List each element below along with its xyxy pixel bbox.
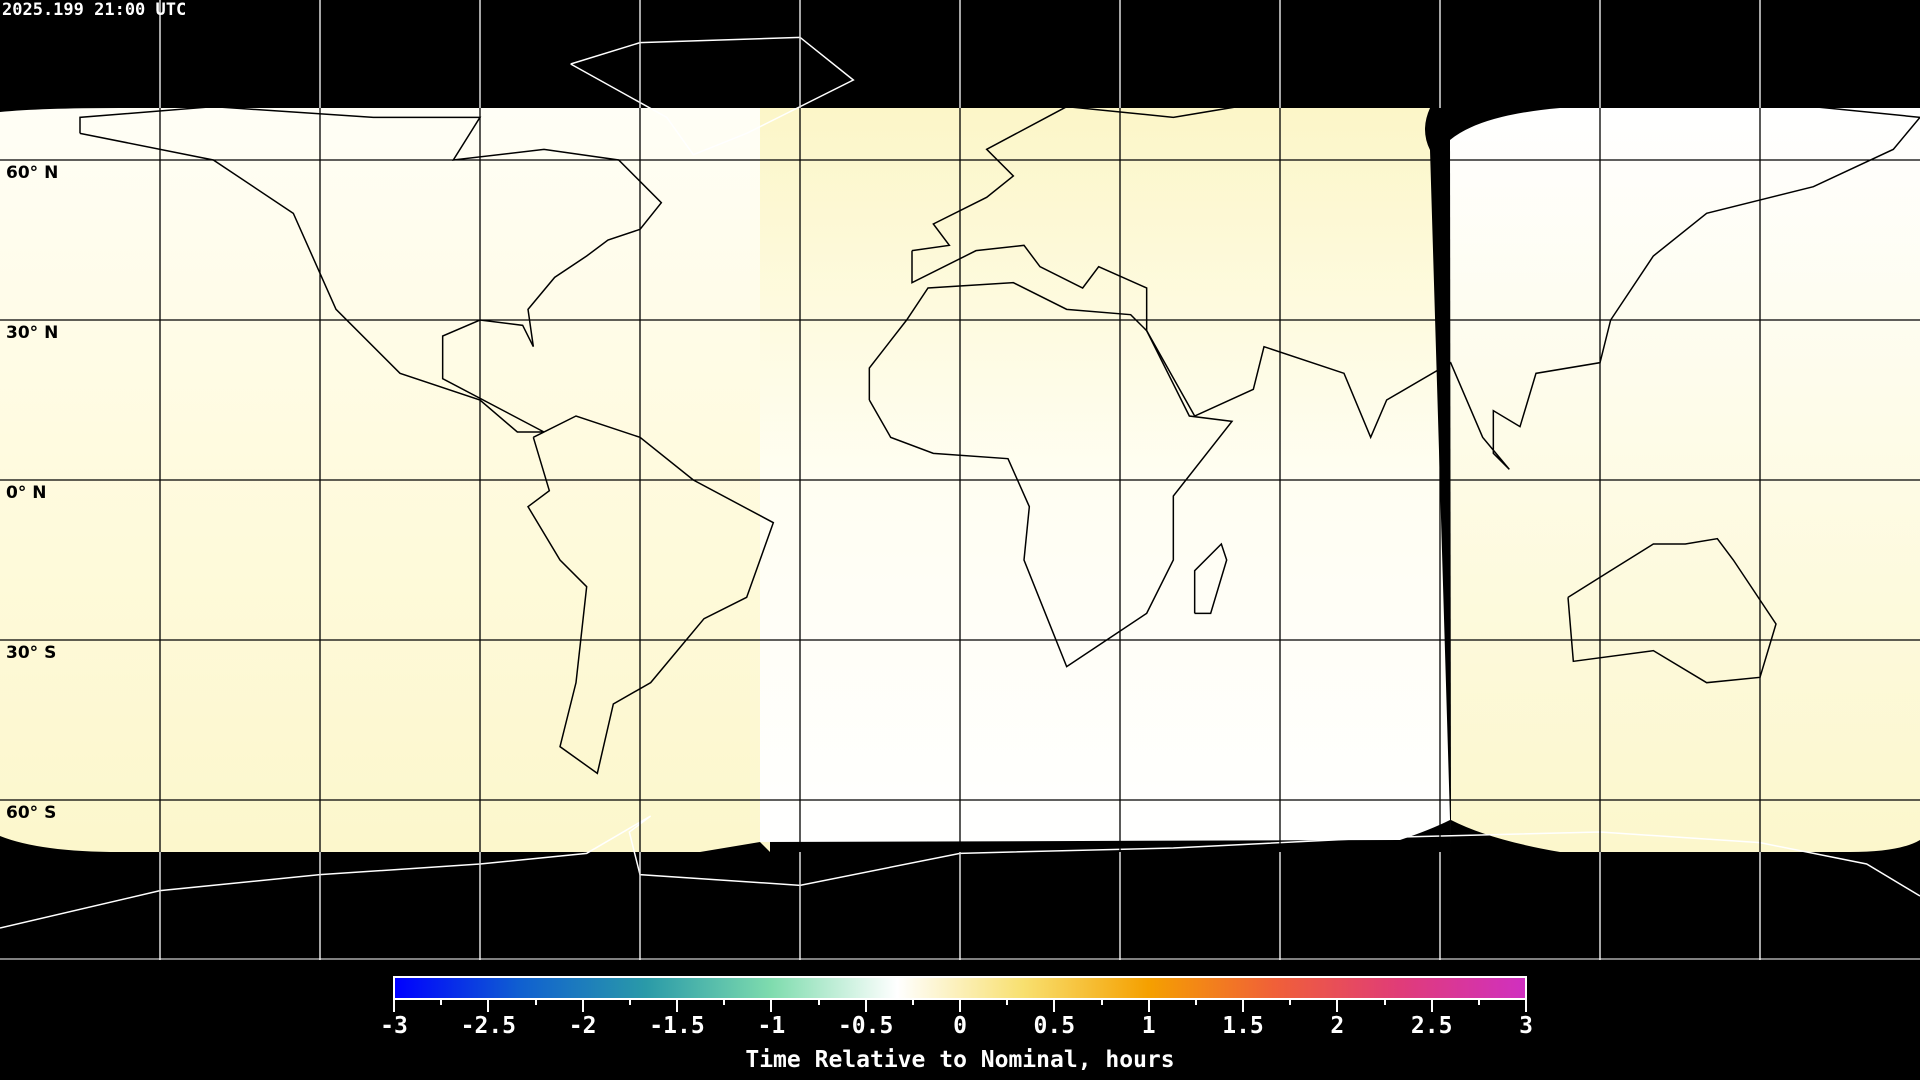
lat-label-30n: 30° N [6, 323, 59, 343]
colorbar-minor-tick [817, 1000, 820, 1005]
colorbar-tick-label: 1 [1141, 1013, 1156, 1039]
coastline-australia [1567, 537, 1777, 684]
colorbar-tick [581, 1000, 584, 1012]
coastline-madagascar [1193, 542, 1228, 615]
colorbar [393, 976, 1527, 1000]
colorbar-tick [770, 1000, 773, 1012]
colorbar-tick [1242, 1000, 1244, 1012]
colorbar-tick [1147, 1000, 1150, 1012]
colorbar-tick [487, 1000, 490, 1012]
colorbar-tick-label: -1 [757, 1013, 786, 1039]
lat-label-60n: 60° N [6, 163, 59, 183]
colorbar-tick-label: 0.5 [1033, 1013, 1076, 1039]
colorbar-minor-tick [1289, 1000, 1292, 1005]
colorbar-minor-tick [1477, 1000, 1480, 1005]
colorbar-tick [1053, 1000, 1056, 1012]
coastline-antarctica [0, 815, 1920, 929]
colorbar-tick [1525, 1000, 1527, 1012]
lat-label-30s: 30° S [6, 643, 57, 663]
colorbar-minor-tick [628, 1000, 631, 1005]
timestamp: 2025.199 21:00 UTC [2, 0, 187, 20]
colorbar-title: Time Relative to Nominal, hours [745, 1047, 1175, 1073]
colorbar-minor-tick [723, 1000, 726, 1005]
colorbar-minor-tick [440, 1000, 443, 1005]
world-map [0, 0, 1920, 960]
coastline-south-america [527, 415, 775, 775]
colorbar-tick [676, 1000, 678, 1012]
colorbar-minor-tick [1194, 1000, 1197, 1005]
colorbar-tick-label: 3 [1519, 1013, 1533, 1039]
colorbar-tick [864, 1000, 867, 1012]
colorbar-tick-label: 2 [1330, 1013, 1345, 1039]
colorbar-minor-tick [1100, 1000, 1103, 1005]
coastline-north-america [79, 105, 663, 433]
colorbar-tick-label: -1.5 [649, 1013, 705, 1039]
colorbar-tick [959, 1000, 961, 1012]
lat-label-0n: 0° N [6, 483, 47, 503]
colorbar-tick-label: -2 [568, 1013, 597, 1039]
colorbar-tick-label: 2.5 [1410, 1013, 1453, 1039]
colorbar-tick-label: -2.5 [460, 1013, 517, 1039]
colorbar-tick [393, 1000, 395, 1012]
colorbar-tick-label: 1.5 [1222, 1013, 1264, 1039]
lat-label-60s: 60° S [6, 803, 57, 823]
colorbar-tick-label: -0.5 [837, 1013, 894, 1039]
colorbar-tick-label: 0 [953, 1013, 967, 1039]
colorbar-tick [1336, 1000, 1339, 1012]
colorbar-minor-tick [534, 1000, 537, 1005]
colorbar-minor-tick [1383, 1000, 1386, 1005]
colorbar-minor-tick [1006, 1000, 1009, 1005]
colorbar-minor-tick [911, 1000, 914, 1005]
coastline-africa [868, 281, 1234, 668]
colorbar-tick [1430, 1000, 1433, 1012]
colorbar-tick-label: -3 [380, 1013, 408, 1039]
graticule [0, 0, 1920, 960]
